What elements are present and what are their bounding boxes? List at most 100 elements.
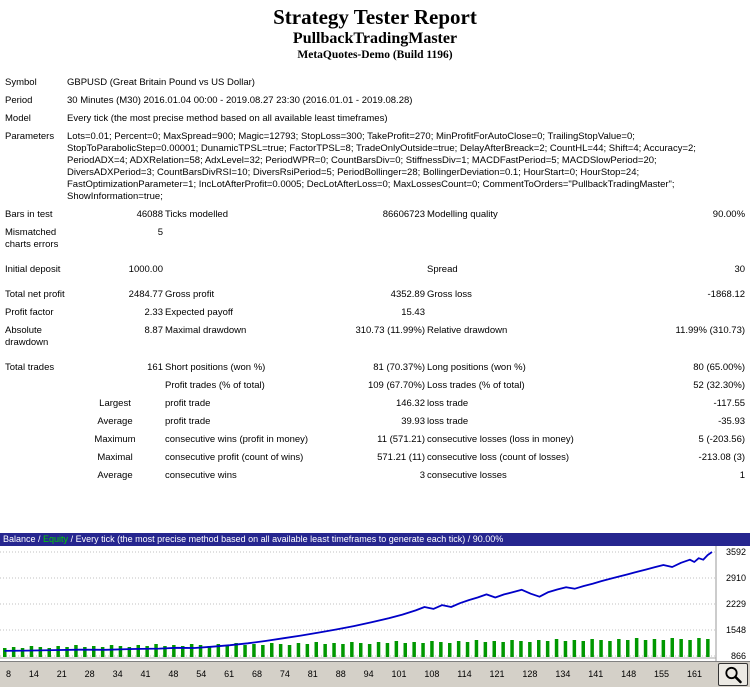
lots-bar [332, 643, 336, 657]
lots-bar [341, 644, 345, 657]
x-axis-label: 128 [522, 669, 538, 679]
table-cell: 52 (32.30%) [693, 380, 746, 391]
lots-bar [421, 643, 425, 657]
y-axis-label: 1548 [726, 625, 746, 635]
table-cell: Symbol [5, 77, 37, 88]
x-axis-label: 14 [28, 669, 39, 679]
table-cell: Period [5, 95, 33, 106]
table-cell: 86606723 [382, 209, 425, 220]
lots-bar [136, 645, 140, 657]
y-axis-label: 866 [731, 651, 746, 661]
lots-bar [225, 645, 229, 657]
lots-bar [501, 642, 505, 657]
table-cell [5, 377, 67, 395]
lots-bar [456, 641, 461, 657]
table-row: Period 30 Minutes (M30) 2016.01.04 00:00 … [5, 92, 747, 110]
x-axis-label: 161 [686, 669, 702, 679]
lots-bar [599, 640, 603, 657]
lots-bar [412, 642, 416, 657]
table-cell: 310.73 (11.99%) [355, 325, 425, 336]
table-cell: 571.21 (11) [377, 452, 425, 463]
balance-chart: 866 1548 2229 2910 3592 [0, 546, 750, 661]
table-cell: 5 (-203.56) [698, 434, 746, 445]
balance-line [4, 551, 713, 652]
x-axis-label: 21 [56, 669, 67, 679]
zoom-button[interactable] [718, 663, 748, 686]
table-cell: 46088 [136, 209, 163, 220]
lots-bar [100, 647, 105, 657]
x-axis-labels: 8 14 21 28 34 41 48 54 61 68 74 81 88 94 101 108 114 121 1… [0, 662, 702, 679]
lots-bar [474, 640, 479, 657]
x-axis-label: 41 [140, 669, 151, 679]
table-row: Parameters Lots=0.01; Percent=0; MaxSprea… [5, 128, 747, 206]
table-row: Profit factor 2.33 Expected payoff 15.43 [5, 304, 747, 322]
x-axis-label: 114 [457, 669, 472, 679]
table-row: Largest profit trade 146.32 loss trade -117.… [5, 395, 747, 413]
lots-bar [47, 648, 51, 657]
table-cell: Gross loss [427, 289, 472, 300]
table-cell: consecutive losses (loss in money) [427, 434, 574, 445]
table-cell: 90.00% [712, 209, 746, 220]
lots-bar [572, 640, 577, 657]
table-cell: Model [5, 113, 31, 124]
table-cell: Initial deposit [5, 264, 61, 275]
table-cell [427, 224, 607, 254]
lots-bar [643, 640, 648, 657]
table-cell: 109 (67.70%) [367, 380, 425, 391]
x-axis-strip: 8 14 21 28 34 41 48 54 61 68 74 81 88 94 101 108 114 121 1… [0, 661, 750, 687]
lots-bar [537, 640, 541, 657]
table-cell [5, 431, 67, 449]
table-cell: consecutive wins [165, 470, 237, 481]
table-cell [5, 413, 67, 431]
table-cell: Total trades [5, 362, 55, 373]
lots-bar [626, 640, 630, 657]
table-cell: 39.93 [401, 416, 425, 427]
table-cell: Ticks modelled [165, 209, 229, 220]
table-cell: consecutive losses [427, 470, 507, 481]
table-row: Average consecutive wins 3 consecutive loss… [5, 467, 747, 485]
lots-bar [367, 644, 372, 657]
lots-bar [394, 641, 399, 657]
spacer-cell [5, 279, 747, 286]
table-cell [5, 467, 67, 485]
report-table-body: Symbol GBPUSD (Great Britain Pound vs US … [5, 74, 747, 485]
lots-bar [314, 642, 318, 657]
lots-bar [243, 645, 247, 657]
x-axis-label: 101 [391, 669, 407, 679]
lots-bar [234, 643, 238, 657]
table-row: Bars in test 46088 Ticks modelled 86606723 M… [5, 206, 747, 224]
table-cell: Relative drawdown [427, 325, 508, 336]
lots-bar [670, 638, 674, 657]
x-axis-label: 155 [654, 669, 670, 679]
table-row: Model Every tick (the most precise method… [5, 110, 747, 128]
lots-bar [305, 644, 310, 657]
lots-bar [661, 640, 666, 657]
table-cell [165, 261, 335, 279]
table-cell: 146.32 [395, 398, 425, 409]
lots-bar [38, 647, 43, 657]
table-cell: 1000.00 [128, 264, 163, 275]
table-cell: Average [97, 470, 133, 481]
table-cell: 11 (571.21) [377, 434, 425, 445]
table-row: Mismatched charts errors 5 [5, 224, 747, 254]
table-cell: Profit factor [5, 307, 54, 318]
table-row: Symbol GBPUSD (Great Britain Pound vs US … [5, 74, 747, 92]
expert-name: PullbackTradingMaster [292, 30, 458, 47]
table-cell: Modelling quality [427, 209, 498, 220]
lots-bar [278, 644, 283, 657]
x-axis-label: 34 [112, 669, 123, 679]
table-cell [427, 304, 607, 322]
table-row: Initial deposit 1000.00 Spread 30 [5, 261, 747, 279]
lots-bar [510, 640, 514, 657]
table-cell [165, 224, 335, 254]
lots-bar [20, 648, 25, 657]
table-cell: 5 [157, 227, 163, 238]
table-cell: GBPUSD (Great Britain Pound vs US Dollar… [67, 77, 255, 88]
lots-bar [430, 641, 434, 657]
y-axis-label: 2229 [726, 599, 746, 609]
x-axis-label: 28 [84, 669, 95, 679]
table-cell: -35.93 [718, 416, 746, 427]
report-table: Symbol GBPUSD (Great Britain Pound vs US … [5, 74, 747, 485]
y-axis-label: 3592 [726, 547, 746, 557]
table-cell: consecutive loss (count of losses) [427, 452, 570, 463]
